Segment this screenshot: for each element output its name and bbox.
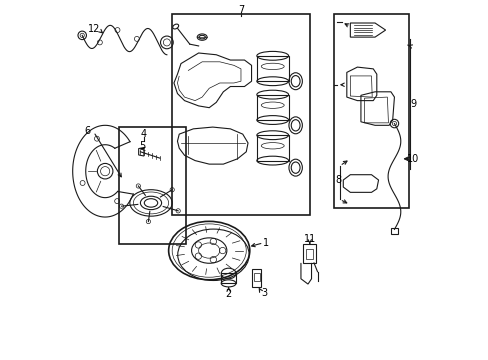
Text: 9: 9 [409, 99, 415, 109]
Text: 8: 8 [334, 175, 340, 185]
Text: 2: 2 [225, 289, 231, 298]
Bar [256, 56, 288, 81]
Bar [119, 127, 186, 243]
Text: 10: 10 [406, 154, 418, 164]
Text: 5: 5 [139, 141, 145, 152]
Text: 6: 6 [84, 126, 90, 136]
Text: 3: 3 [260, 288, 266, 298]
Bar [334, 14, 407, 208]
Bar [221, 274, 236, 283]
Bar [256, 95, 288, 120]
Text: 12: 12 [88, 24, 101, 34]
Text: 1: 1 [262, 238, 268, 248]
Text: 11: 11 [303, 234, 315, 244]
Bar [252, 269, 261, 287]
Text: 4: 4 [141, 129, 147, 139]
Bar [253, 274, 259, 280]
Bar [390, 228, 397, 234]
Bar [256, 135, 288, 161]
Text: 7: 7 [237, 5, 244, 15]
Bar [172, 14, 309, 215]
Bar [303, 243, 315, 263]
Bar [305, 249, 313, 259]
